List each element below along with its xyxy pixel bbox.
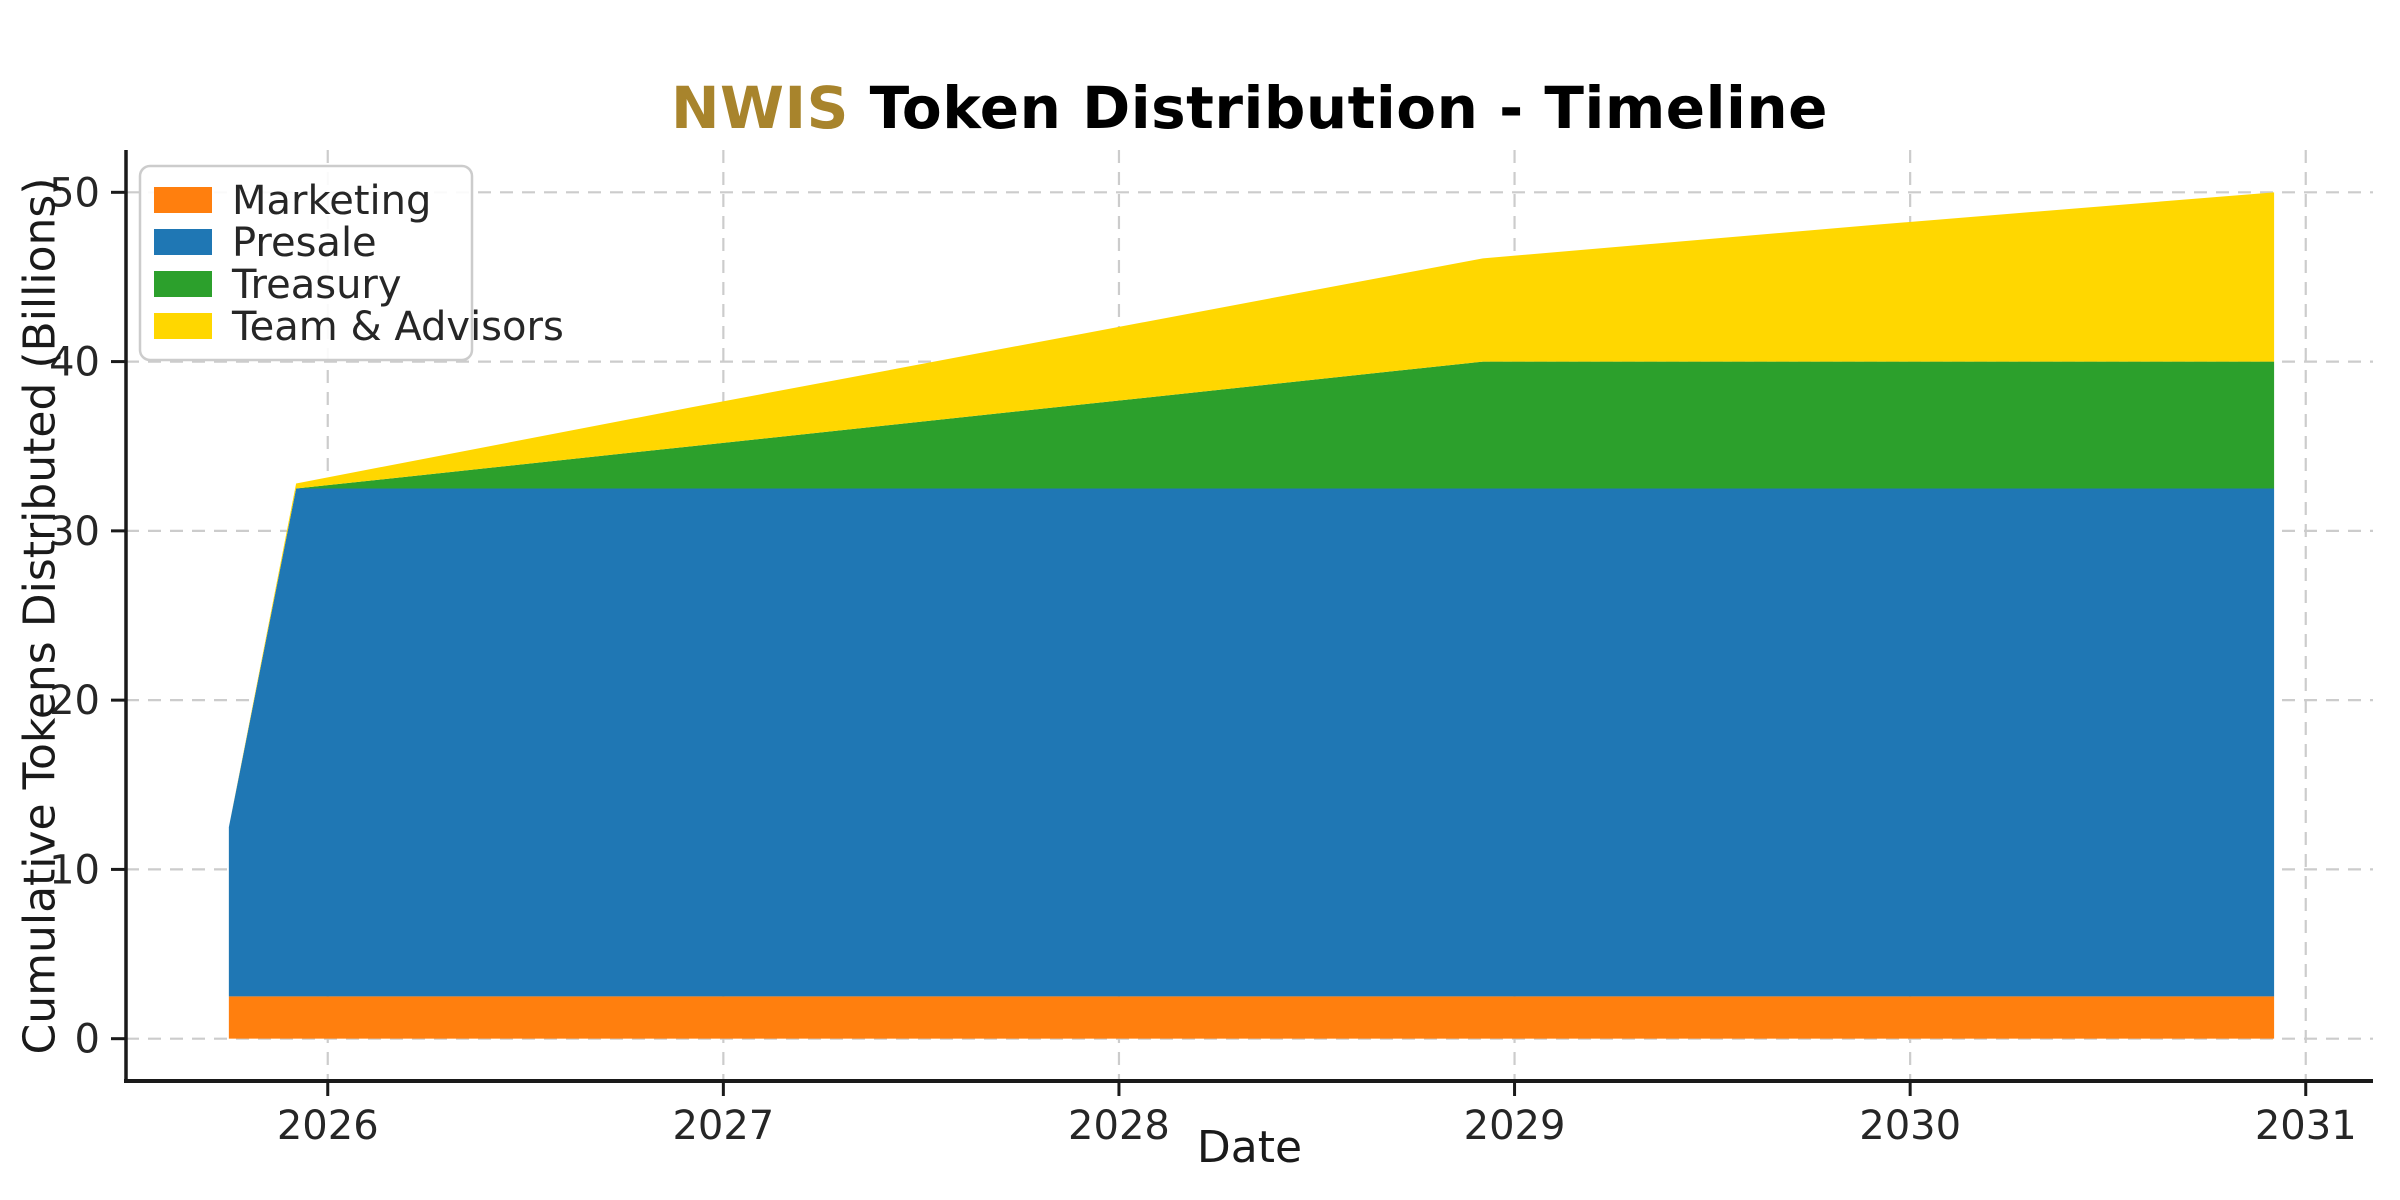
y-tick-label-40: 40 bbox=[49, 340, 100, 386]
area-treasury bbox=[228, 361, 2275, 828]
x-tick-label-2030: 2030 bbox=[1859, 1103, 1961, 1149]
y-tick-label-50: 50 bbox=[49, 170, 100, 216]
legend-label-treasury: Treasury bbox=[231, 262, 402, 308]
y-tick-label-20: 20 bbox=[49, 678, 100, 724]
x-tick-label-2028: 2028 bbox=[1068, 1103, 1170, 1149]
area-marketing bbox=[228, 996, 2275, 1039]
title-highlight: NWIS bbox=[671, 74, 849, 142]
legend-label-team-advisors: Team & Advisors bbox=[231, 304, 564, 350]
x-tick-label-2026: 2026 bbox=[277, 1103, 379, 1149]
area-team-advisors bbox=[228, 192, 2275, 828]
chart-title: NWIS Token Distribution - Timeline bbox=[126, 74, 2373, 142]
title-rest: Token Distribution - Timeline bbox=[848, 74, 1828, 142]
x-tick-label-2029: 2029 bbox=[1464, 1103, 1566, 1149]
x-axis-label: Date bbox=[1196, 1122, 1303, 1173]
x-tick-label-2027: 2027 bbox=[672, 1103, 774, 1149]
legend-swatch-team-advisors bbox=[154, 313, 212, 339]
y-tick-label-10: 10 bbox=[49, 847, 100, 893]
y-tick-label-30: 30 bbox=[49, 509, 100, 555]
legend-swatch-presale bbox=[154, 229, 212, 255]
y-axis-label: Cumulative Tokens Distributed (Billions) bbox=[14, 177, 66, 1055]
legend-box bbox=[138, 164, 474, 362]
y-tick-label-0: 0 bbox=[75, 1017, 100, 1063]
x-tick-label-2031: 2031 bbox=[2255, 1103, 2357, 1149]
area-presale bbox=[228, 488, 2275, 997]
legend-label-marketing: Marketing bbox=[232, 178, 431, 224]
legend-swatch-marketing bbox=[154, 187, 212, 213]
legend-label-presale: Presale bbox=[232, 220, 377, 266]
legend-swatch-treasury bbox=[154, 271, 212, 297]
